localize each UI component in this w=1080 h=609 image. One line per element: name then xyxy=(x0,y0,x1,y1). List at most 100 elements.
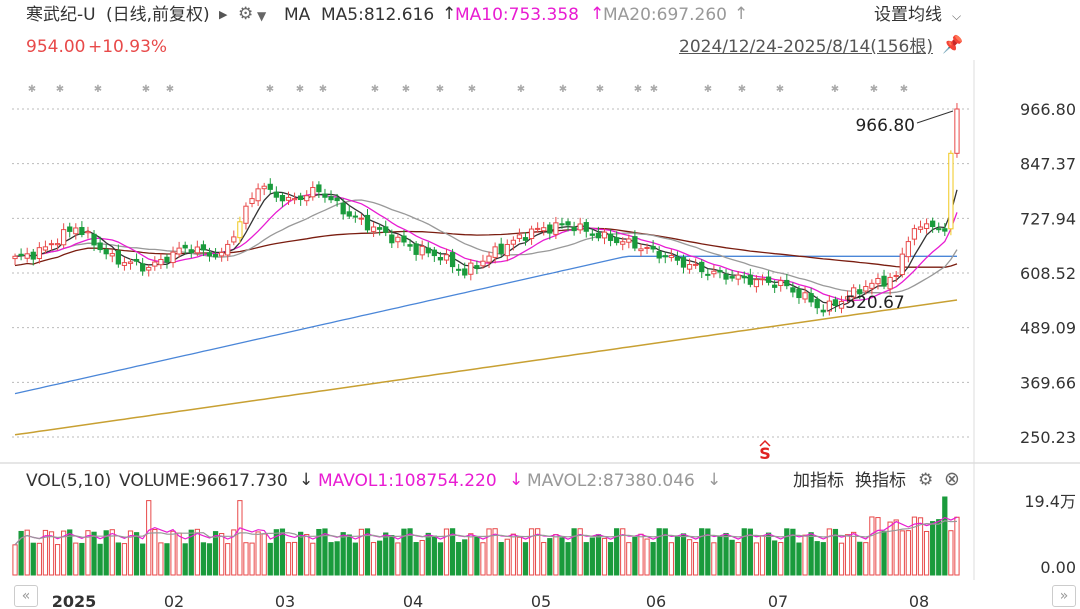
candle-body xyxy=(97,242,103,251)
candle-body xyxy=(492,246,498,258)
volume-bar xyxy=(322,528,328,576)
date-range[interactable]: 2024/12/24-2025/8/14(156根) xyxy=(679,37,933,57)
volume-bar xyxy=(699,528,705,576)
volume-bar xyxy=(711,542,717,576)
candle-body xyxy=(85,231,91,234)
close-icon[interactable]: ⊗ xyxy=(944,468,960,490)
candle-body xyxy=(152,261,158,267)
candle-body xyxy=(522,237,529,241)
scroll-right-button[interactable]: » xyxy=(1052,585,1076,607)
candle-body xyxy=(249,198,255,204)
volume-bar xyxy=(802,534,808,576)
candle-body xyxy=(735,274,741,280)
volume-bar xyxy=(407,528,413,576)
volume-bar xyxy=(54,544,61,576)
y-tick-label: 727.94 xyxy=(1020,209,1076,228)
candle-body xyxy=(644,246,650,249)
moving-average-lines xyxy=(14,189,958,436)
ma-settings-button[interactable]: 设置均线 xyxy=(874,5,942,25)
volume-bar xyxy=(680,533,687,576)
candle-body xyxy=(887,276,893,290)
high-arrow xyxy=(916,110,954,124)
volume-bar xyxy=(152,529,158,576)
candle-body xyxy=(237,221,243,239)
candle-body xyxy=(225,243,231,256)
signal-arrow-icon xyxy=(759,439,771,447)
volume-bar xyxy=(553,534,559,576)
candle-body xyxy=(340,202,346,215)
candle-body xyxy=(814,298,820,309)
volume-bar xyxy=(298,531,304,576)
volume-bar xyxy=(437,542,444,576)
volume-bar xyxy=(352,542,358,576)
candle-body xyxy=(662,255,668,258)
volume-bar xyxy=(686,539,693,576)
volume-bar xyxy=(249,542,255,576)
candle-body xyxy=(480,260,486,267)
candle-body xyxy=(905,241,911,258)
candle-body xyxy=(899,253,905,276)
volume-bar xyxy=(516,536,523,576)
volume-bar xyxy=(571,528,577,576)
candle-body xyxy=(18,253,24,257)
volume-bar xyxy=(431,535,437,576)
volume-bar xyxy=(67,529,73,576)
add-indicator-button[interactable]: 加指标 xyxy=(793,471,844,491)
volume-bar xyxy=(261,533,267,576)
volume-bar xyxy=(620,528,626,576)
candle-body xyxy=(923,223,930,229)
stock-name[interactable]: 寒武纪-U xyxy=(26,5,96,25)
volume-bar xyxy=(346,534,352,576)
volume-bar xyxy=(644,538,650,576)
candle-body xyxy=(30,251,36,260)
chart-mode[interactable]: (日线,前复权) xyxy=(106,5,210,25)
event-marker: ✱ xyxy=(776,84,784,95)
play-icon[interactable]: ▶ xyxy=(219,8,228,21)
event-marker: ✱ xyxy=(517,84,525,95)
volume-bar xyxy=(504,538,510,576)
ma5-up-arrow-icon: ↑ xyxy=(442,4,457,24)
volume-bar xyxy=(905,530,911,576)
volume-bar xyxy=(103,530,109,576)
candle-body xyxy=(772,284,778,288)
x-tick-label: 02 xyxy=(164,592,184,609)
volume-bar xyxy=(474,536,480,576)
candlesticks xyxy=(12,103,960,317)
gear-icon[interactable]: ⚙ xyxy=(918,470,934,490)
x-tick-label: 08 xyxy=(909,592,929,609)
volume-bar xyxy=(541,542,547,576)
event-marker: ✱ xyxy=(296,84,304,95)
scroll-left-button[interactable]: « xyxy=(14,585,38,607)
volume-bar xyxy=(923,530,930,576)
volume-bar xyxy=(401,528,407,576)
event-marker: ✱ xyxy=(559,84,567,95)
candle-body xyxy=(893,274,899,277)
candle-body xyxy=(607,233,614,241)
volume-bar xyxy=(753,542,760,576)
volume-bar xyxy=(97,543,103,576)
volume-bar xyxy=(377,540,383,576)
change-indicator-button[interactable]: 换指标 xyxy=(855,471,906,491)
candle-body xyxy=(298,195,304,201)
candle-body xyxy=(693,263,699,266)
ma120-line xyxy=(14,255,957,395)
candle-body xyxy=(668,254,674,258)
volume-bar xyxy=(419,539,425,576)
volume-bar xyxy=(304,533,310,576)
candle-body xyxy=(358,217,365,220)
candle-body xyxy=(54,243,61,246)
dropdown-icon[interactable]: ▼ xyxy=(257,9,267,23)
candle-body xyxy=(12,255,18,260)
sell-signal-marker: S xyxy=(759,444,771,463)
candle-body xyxy=(790,287,796,293)
gear-icon[interactable]: ⚙ xyxy=(238,4,254,24)
candle-body xyxy=(535,227,541,230)
chevron-down-icon[interactable]: ⌵ xyxy=(952,9,962,23)
candle-body xyxy=(948,152,954,230)
volume-bar xyxy=(36,542,42,576)
candle-body xyxy=(680,257,687,268)
y-tick-label: 847.37 xyxy=(1020,155,1076,174)
volume-bar xyxy=(164,543,170,576)
pin-icon[interactable]: 📌 xyxy=(942,35,964,55)
